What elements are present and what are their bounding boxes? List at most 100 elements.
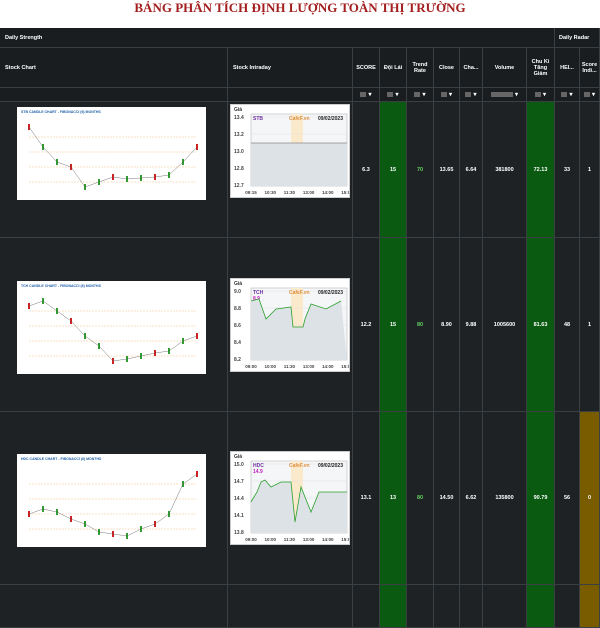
filter-arrow[interactable]: ▾ xyxy=(569,92,573,98)
data-cell: 70 xyxy=(407,102,434,238)
column-header[interactable]: Đội Lái xyxy=(380,48,407,88)
filter-input[interactable] xyxy=(534,92,541,97)
filter-arrow[interactable]: ▾ xyxy=(395,92,399,98)
filter-arrow[interactable]: ▾ xyxy=(514,92,518,98)
data-cell: 81.63 xyxy=(527,238,555,412)
filter-cell xyxy=(228,88,353,102)
x-tick-label: 11:30 xyxy=(284,364,296,369)
filter-cell: ▾ xyxy=(407,88,434,102)
filter-input[interactable] xyxy=(561,92,568,97)
x-tick-label: 10:00 xyxy=(264,364,276,369)
filter-cell: ▾ xyxy=(460,88,483,102)
data-cell: 13.65 xyxy=(434,102,460,238)
column-header[interactable]: Cha... xyxy=(460,48,483,88)
filter-input[interactable] xyxy=(440,92,447,97)
column-header[interactable]: Volume xyxy=(483,48,527,88)
data-cell: 0 xyxy=(580,412,600,585)
x-tick-label: 14:00 xyxy=(322,190,334,195)
ticker: TCH xyxy=(253,290,264,296)
data-cell xyxy=(353,585,380,628)
y-tick-label: 12.7 xyxy=(234,183,244,189)
data-cell: 8.90 xyxy=(434,238,460,412)
column-header[interactable]: Trend Rate xyxy=(407,48,434,88)
data-cell: 90.79 xyxy=(527,412,555,585)
intraday-chart: Giá 15.0 14.7 14.4 14.1 13.809:00 10:00 11:30 13… xyxy=(230,451,350,545)
data-cell xyxy=(580,585,600,628)
x-tick-label: 10:00 xyxy=(264,537,276,542)
column-header[interactable]: Chu Kì Tăng Giảm xyxy=(527,48,555,88)
filter-arrow[interactable]: ▾ xyxy=(542,92,546,98)
y-tick-label: 8.4 xyxy=(234,340,241,346)
filter-input[interactable] xyxy=(387,92,394,97)
data-cell: 14.50 xyxy=(434,412,460,585)
filter-input[interactable] xyxy=(414,92,421,97)
filter-cell xyxy=(0,88,228,102)
intraday-chart: Giá 13.4 13.2 13.0 12.8 12.709:15 10:30 11:30 13… xyxy=(230,104,350,198)
filter-arrow[interactable]: ▾ xyxy=(422,92,426,98)
data-cell: 6.3 xyxy=(353,102,380,238)
source: CafeF.vn xyxy=(289,290,310,296)
y-tick-label: 9.0 xyxy=(234,289,241,295)
group-header: Daily Radar xyxy=(555,28,600,48)
data-cell: 1 xyxy=(580,238,600,412)
candle-chart: TCH CANDLE CHART - FIBONACCI (6) MONTHS xyxy=(17,281,206,374)
data-cell xyxy=(380,585,407,628)
filter-cell: ▾ xyxy=(483,88,527,102)
column-header[interactable]: Close xyxy=(434,48,460,88)
price-line xyxy=(250,479,347,523)
filter-arrow[interactable]: ▾ xyxy=(368,92,372,98)
y-tick-label: 13.4 xyxy=(234,115,244,121)
data-cell: 1005600 xyxy=(483,238,527,412)
x-tick-label: 13:00 xyxy=(303,190,315,195)
data-cell: 56 xyxy=(555,412,580,585)
source: CafeF.vn xyxy=(289,463,310,469)
source: CafeF.vn xyxy=(289,116,310,122)
filter-input[interactable] xyxy=(465,92,472,97)
x-tick-label: 13:00 xyxy=(303,364,315,369)
column-header[interactable]: SCORE xyxy=(353,48,380,88)
data-cell: 12.2 xyxy=(353,238,380,412)
x-tick-label: 14:00 xyxy=(322,537,334,542)
candle-trend xyxy=(28,126,198,188)
filter-arrow[interactable]: ▾ xyxy=(473,92,477,98)
y-axis-label: Giá xyxy=(234,107,242,113)
x-tick-label: 15:00 xyxy=(341,537,350,542)
x-tick-label: 10:30 xyxy=(264,190,276,195)
y-tick-label: 14.4 xyxy=(234,496,244,502)
y-tick-label: 13.0 xyxy=(234,149,244,155)
filter-cell: ▾ xyxy=(527,88,555,102)
column-header[interactable]: HEI... xyxy=(555,48,580,88)
high-label: 8.9 xyxy=(253,296,260,302)
intraday-chart: Giá 9.0 8.8 8.6 8.4 8.2 09:00 10:00 11:30 13:00 14… xyxy=(230,278,350,372)
chart-cell: STB CANDLE CHART - FIBONACCI (6) MONTHS xyxy=(0,102,228,238)
column-header[interactable]: Stock Chart xyxy=(0,48,228,88)
ticker: STB xyxy=(253,116,263,122)
column-header[interactable]: Score Indi... xyxy=(580,48,600,88)
column-header[interactable]: Stock Intraday xyxy=(228,48,353,88)
filter-input[interactable] xyxy=(490,92,513,97)
date: 09/02/2023 xyxy=(318,290,343,296)
page-title: BẢNG PHÂN TÍCH ĐỊNH LƯỢNG TOÀN THỊ TRƯỜN… xyxy=(134,0,466,15)
filter-input[interactable] xyxy=(360,92,367,97)
data-cell: 135800 xyxy=(483,412,527,585)
data-cell: 33 xyxy=(555,102,580,238)
data-cell: 13.1 xyxy=(353,412,380,585)
x-tick-label: 13:00 xyxy=(303,537,315,542)
high-label: 14.9 xyxy=(253,469,263,475)
data-cell: 1 xyxy=(580,102,600,238)
y-tick-label: 8.2 xyxy=(234,357,241,363)
data-cell: 6.62 xyxy=(460,412,483,585)
x-tick-label: 15:00 xyxy=(341,190,350,195)
chart-cell: Giá 13.4 13.2 13.0 12.8 12.7 09:15 10:30 11:30 13… xyxy=(228,102,353,238)
filter-arrow[interactable]: ▾ xyxy=(591,92,595,98)
candle-chart: HDC CANDLE CHART - FIBONACCI (6) MONTHS xyxy=(17,454,206,547)
x-tick-label: 11:30 xyxy=(284,537,296,542)
y-tick-label: 14.1 xyxy=(234,513,244,519)
y-axis-label: Giá xyxy=(234,454,242,460)
filter-input[interactable] xyxy=(583,92,590,97)
x-tick-label: 09:00 xyxy=(245,537,257,542)
data-cell: 9.88 xyxy=(460,238,483,412)
filter-arrow[interactable]: ▾ xyxy=(448,92,452,98)
data-cell: 15 xyxy=(380,102,407,238)
y-tick-label: 8.8 xyxy=(234,306,241,312)
